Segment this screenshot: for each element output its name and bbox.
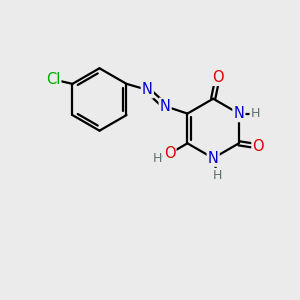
Text: Cl: Cl: [46, 72, 60, 87]
Text: O: O: [164, 146, 176, 161]
Text: O: O: [252, 139, 264, 154]
Text: N: N: [160, 99, 171, 114]
Text: H: H: [250, 107, 260, 120]
Text: N: N: [233, 106, 244, 121]
Text: O: O: [212, 70, 224, 85]
Text: H: H: [152, 152, 162, 165]
Text: N: N: [208, 151, 219, 166]
Text: H: H: [213, 169, 222, 182]
Text: N: N: [142, 82, 153, 97]
